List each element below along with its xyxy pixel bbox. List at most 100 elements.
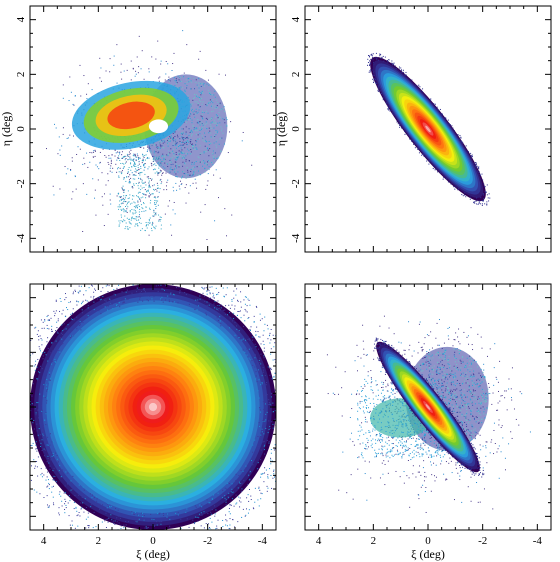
data-point <box>253 336 255 338</box>
data-point <box>195 516 197 518</box>
data-point <box>163 273 164 274</box>
data-point <box>52 360 54 362</box>
data-point <box>494 343 496 345</box>
data-point <box>100 80 102 82</box>
data-point <box>186 44 188 46</box>
data-point <box>156 190 158 192</box>
data-point <box>188 150 190 152</box>
data-point <box>377 88 379 90</box>
data-point <box>273 376 275 378</box>
data-point <box>172 264 173 265</box>
data-point <box>177 75 179 77</box>
data-point <box>154 202 156 204</box>
data-point <box>146 279 147 280</box>
data-point <box>369 71 371 73</box>
data-point <box>132 187 134 189</box>
data-point <box>162 278 163 279</box>
data-point <box>279 385 280 386</box>
data-point <box>71 313 73 315</box>
data-point <box>286 406 287 407</box>
data-point <box>87 525 89 527</box>
data-point <box>83 511 85 513</box>
data-point <box>72 103 74 105</box>
data-point <box>204 85 206 87</box>
data-point <box>209 502 211 504</box>
data-point <box>138 219 140 221</box>
data-point <box>100 67 102 69</box>
data-point <box>120 515 122 517</box>
data-point <box>118 157 120 159</box>
data-point <box>106 518 108 520</box>
data-point <box>142 159 144 161</box>
data-point <box>168 536 169 537</box>
data-point <box>70 169 72 171</box>
data-point <box>295 400 296 401</box>
data-point <box>160 293 162 295</box>
data-point <box>208 502 210 504</box>
data-point <box>214 301 216 303</box>
data-point <box>134 153 136 155</box>
data-point <box>185 141 187 143</box>
data-point <box>262 340 264 342</box>
data-point <box>170 158 172 160</box>
data-point <box>511 399 513 401</box>
data-point <box>214 107 216 109</box>
data-point <box>117 193 119 195</box>
data-point <box>361 422 363 424</box>
data-point <box>196 101 198 103</box>
data-point <box>37 475 39 477</box>
data-point <box>395 453 397 455</box>
data-point <box>66 483 68 485</box>
data-point <box>218 291 220 293</box>
data-point <box>513 408 515 410</box>
data-point <box>124 268 125 269</box>
data-point <box>190 88 192 90</box>
data-point <box>422 153 424 155</box>
data-point <box>218 197 220 199</box>
data-point <box>167 205 169 207</box>
data-point <box>122 301 124 303</box>
data-point <box>139 146 141 148</box>
data-point <box>165 541 166 542</box>
data-point <box>358 393 360 395</box>
data-point <box>200 123 202 125</box>
data-point <box>101 273 102 274</box>
data-point <box>214 96 216 98</box>
data-point <box>230 121 232 123</box>
data-point <box>277 402 278 403</box>
data-point <box>326 354 328 356</box>
data-point <box>142 155 144 157</box>
data-point <box>64 316 66 318</box>
data-point <box>195 81 197 83</box>
data-point <box>190 103 192 105</box>
data-point <box>270 474 272 476</box>
data-point <box>356 393 358 395</box>
data-point <box>146 299 148 301</box>
data-point <box>259 436 261 438</box>
data-point <box>371 378 373 380</box>
data-point <box>142 544 143 545</box>
data-point <box>167 295 169 297</box>
data-point <box>76 328 78 330</box>
data-point <box>409 448 411 450</box>
data-point <box>43 327 45 329</box>
data-point <box>213 135 215 137</box>
data-point <box>127 198 129 200</box>
data-point <box>64 498 66 500</box>
data-point <box>422 454 424 456</box>
data-point <box>122 209 124 211</box>
data-point <box>106 537 107 538</box>
data-point <box>41 327 43 329</box>
data-point <box>381 462 383 464</box>
data-point <box>417 438 419 440</box>
data-point <box>158 214 160 216</box>
data-point <box>152 188 154 190</box>
data-point <box>177 514 179 516</box>
data-point <box>148 157 150 159</box>
data-point <box>163 161 165 163</box>
data-point <box>201 127 203 129</box>
data-point <box>136 219 138 221</box>
data-point <box>199 124 201 126</box>
data-point <box>15 416 16 417</box>
data-point <box>137 273 138 274</box>
